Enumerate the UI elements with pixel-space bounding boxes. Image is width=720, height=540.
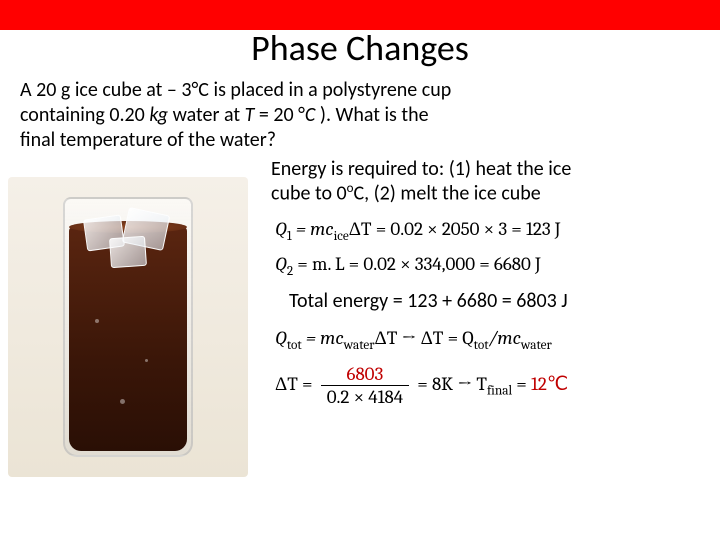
slide-title: Phase Changes — [0, 26, 720, 70]
iced-drink-image — [8, 177, 248, 477]
equations-column: Energy is required to: (1) heat the ice … — [263, 157, 712, 477]
eq1-a: = mc — [292, 218, 334, 240]
ice-sub: ice — [334, 228, 349, 243]
total-energy: Total energy = 123 + 6680 = 6803 J — [289, 289, 712, 313]
qtot-var: Q — [275, 327, 287, 349]
energy-line-2b: C, (2) melt the ice cube — [354, 182, 541, 206]
water-sub-2: water — [521, 338, 552, 353]
fraction-numerator: 6803 — [321, 363, 409, 386]
final-sub: final — [487, 384, 512, 399]
q2-var: Q — [275, 253, 287, 275]
eq3-d: /mc — [489, 327, 521, 349]
eq1-b: ΔT = 0.02 × 2050 × 3 = 123 J — [349, 218, 561, 240]
tot-sub-2: tot — [474, 338, 489, 353]
final-temp-value: 12℃ — [531, 373, 568, 395]
problem-line-2f: ). What is the — [315, 103, 428, 127]
glass-body — [63, 197, 193, 457]
energy-line-1: Energy is required to: (1) heat the ice — [271, 157, 571, 181]
bubble — [120, 399, 125, 404]
problem-statement: A 20 g ice cube at – 3°C is placed in a … — [0, 70, 720, 153]
problem-line-1: A 20 g ice cube at – 3°C is placed in a … — [20, 78, 451, 102]
problem-line-2d: = 20 ° — [254, 103, 305, 127]
eq3-c: ΔT → ΔT = Q — [375, 327, 474, 349]
problem-line-2b: water at — [168, 103, 245, 127]
tot-sub: tot — [287, 338, 302, 353]
fraction-denominator: 0.2 × 4184 — [321, 386, 409, 408]
problem-line-3: final temperature of the water? — [20, 128, 276, 152]
bubble — [145, 359, 148, 362]
water-sub: water — [344, 338, 375, 353]
equation-q1: Q1 = mciceΔT = 0.02 × 2050 × 3 = 123 J — [275, 218, 712, 244]
bubble — [95, 319, 99, 323]
problem-line-2a: containing 0.20 — [20, 103, 149, 127]
q1-var: Q — [275, 218, 287, 240]
fraction: 68030.2 × 4184 — [321, 363, 409, 408]
equation-q2: Q2 = m. L = 0.02 × 334,000 = 6680 J — [275, 253, 712, 279]
degree-super: o — [347, 181, 354, 196]
eq4-b: = — [512, 373, 531, 395]
dt-lhs: ΔT = — [275, 373, 317, 395]
eq2-a: = m. L = 0.02 × 334,000 = 6680 J — [293, 253, 541, 275]
eq4-a: = 8K → T — [413, 373, 487, 395]
celsius-c: C — [305, 103, 315, 127]
content-row: Energy is required to: (1) heat the ice … — [0, 153, 720, 477]
ice-cube — [109, 236, 147, 268]
equation-qtot: Qtot = mcwaterΔT → ΔT = Qtot/mcwater — [275, 327, 712, 353]
image-column — [8, 157, 263, 477]
equation-delta-t: ΔT = 68030.2 × 4184 = 8K → Tfinal = 12℃ — [275, 363, 712, 408]
energy-required-text: Energy is required to: (1) heat the ice … — [271, 157, 712, 206]
energy-line-2a: cube to 0 — [271, 182, 347, 206]
kg-unit: kg — [149, 103, 168, 127]
eq3-b: = mc — [302, 327, 344, 349]
temp-var: T — [245, 103, 255, 127]
